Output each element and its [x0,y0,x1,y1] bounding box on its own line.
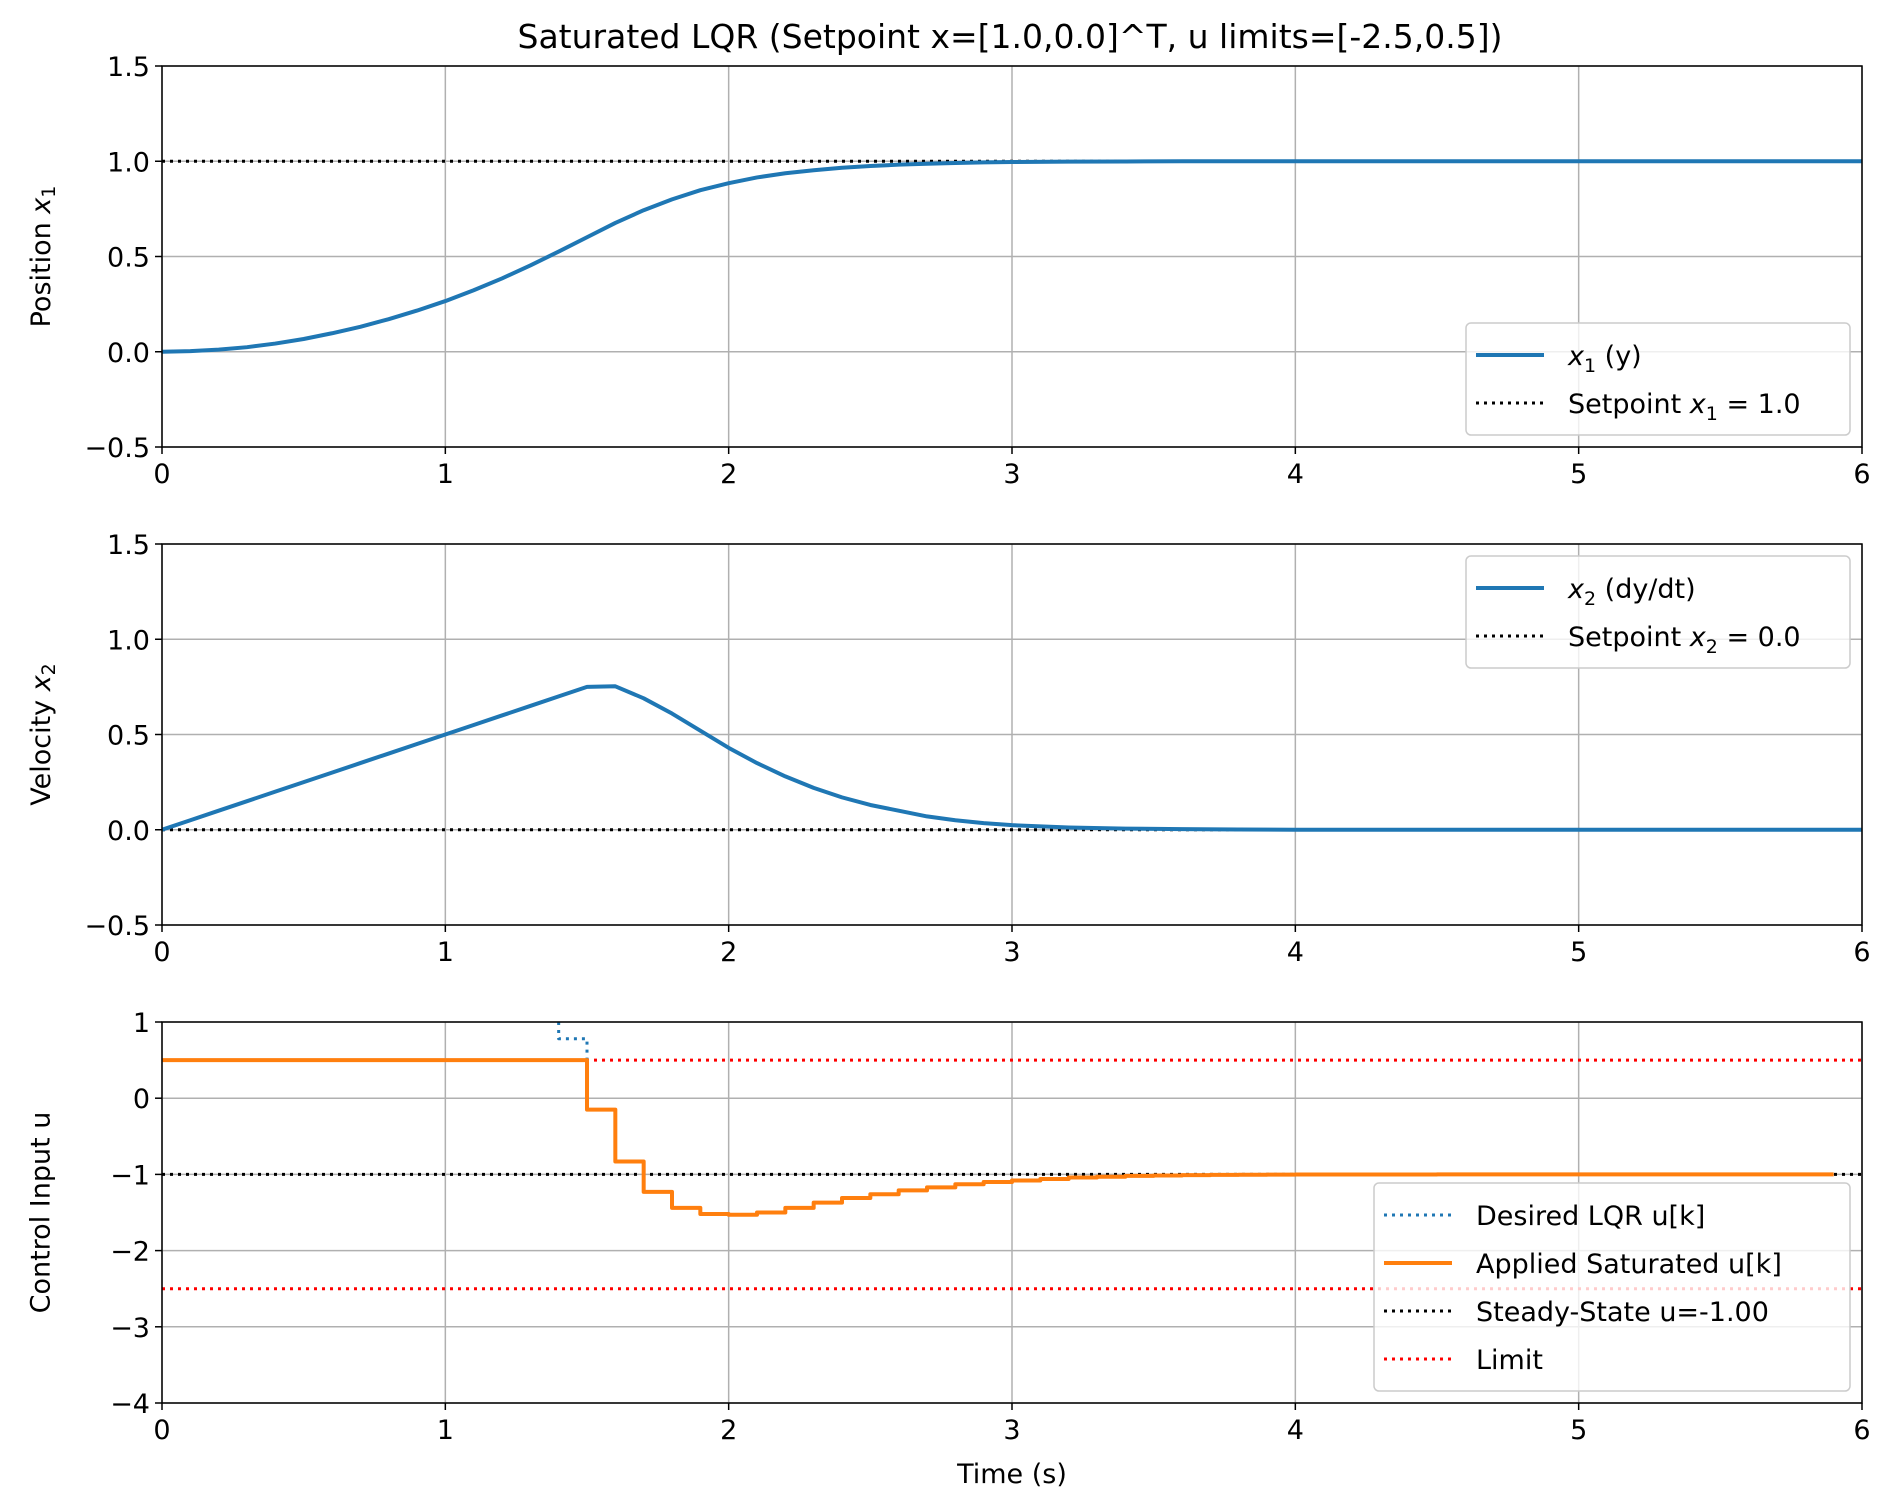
control-x-tick-label: 4 [1287,1415,1304,1446]
control-x-tick-label: 5 [1570,1415,1587,1446]
control-x-axis-label: Time (s) [956,1459,1067,1490]
control-series-0-line [557,1022,589,1061]
control-x-tick-label: 6 [1853,1415,1870,1446]
velocity-y-tick-label: 0.0 [107,816,150,847]
velocity-x-tick-label: 5 [1570,937,1587,968]
velocity-legend: x2 (dy/dt) Setpoint x2 = 0.0 [1465,555,1851,669]
position-series [162,159,1862,354]
velocity-x-tick-label: 6 [1853,937,1870,968]
velocity-series [162,684,1862,832]
velocity-y-axis-label: Velocity x2 [26,663,60,806]
position-x-tick-label: 6 [1853,459,1870,490]
position-x-tick-label: 0 [153,459,170,490]
position-legend-label-setpoint: Setpoint x1 = 1.0 [1568,389,1801,425]
position-x-tick-label: 2 [720,459,737,490]
position-y-tick-label: 0.0 [107,338,150,369]
position-x-tick-label: 1 [437,459,454,490]
control-y-tick-label: −4 [110,1389,150,1420]
position-x-tick-label: 5 [1570,459,1587,490]
velocity-x-tick-label: 4 [1287,937,1304,968]
velocity-x-tick-label: 0 [153,937,170,968]
velocity-ticks: 0 1 2 3 4 5 6 1.5 1.0 0.5 0.0 −0.5 [84,530,1870,968]
control-x-tick-label: 1 [437,1415,454,1446]
control-y-tick-label: 0 [133,1084,150,1115]
control-ticks: 0 1 2 3 4 5 6 1 0 −1 −2 −3 −4 [110,1008,1870,1446]
control-y-tick-label: −3 [110,1313,150,1344]
control-y-axis-label: Control Input u [26,1112,57,1314]
velocity-legend-label-x2: x2 (dy/dt) [1567,574,1696,610]
velocity-x-tick-label: 2 [720,937,737,968]
position-legend-label-x1: x1 (y) [1567,341,1642,377]
control-y-tick-label: 1 [133,1008,150,1039]
position-y-tick-label: 1.5 [107,52,150,83]
control-panel: 0 1 2 3 4 5 6 1 0 −1 −2 −3 −4 Control Input u Time (… [26,1008,1871,1490]
position-y-axis-label: Position x1 [26,186,60,328]
velocity-y-tick-label: 1.5 [107,530,150,561]
control-legend-label-applied: Applied Saturated u[k] [1476,1249,1782,1280]
velocity-y-tick-label: 1.0 [107,625,150,656]
position-y-tick-label: 0.5 [107,243,150,274]
control-legend-box [1373,1182,1851,1392]
position-series-0-line [162,159,1862,354]
control-x-tick-label: 2 [720,1415,737,1446]
control-y-tick-label: −2 [110,1237,150,1268]
position-x-tick-label: 4 [1287,459,1304,490]
control-x-tick-label: 0 [153,1415,170,1446]
position-panel: 0 1 2 3 4 5 6 1.5 1.0 0.5 0.0 −0.5 Position x1 x1 (… [26,52,1871,490]
velocity-panel: 0 1 2 3 4 5 6 1.5 1.0 0.5 0.0 −0.5 Velocity x2 x2 (… [26,530,1871,968]
velocity-legend-label-setpoint: Setpoint x2 = 0.0 [1568,622,1801,658]
figure-title: Saturated LQR (Setpoint x=[1.0,0.0]^T, u… [518,17,1503,56]
velocity-x-tick-label: 3 [1003,937,1020,968]
velocity-x-tick-label: 1 [437,937,454,968]
position-ticks: 0 1 2 3 4 5 6 1.5 1.0 0.5 0.0 −0.5 [84,52,1870,490]
position-legend-box [1465,322,1851,436]
control-legend-label-desired: Desired LQR u[k] [1476,1201,1705,1232]
control-x-tick-label: 3 [1003,1415,1020,1446]
control-y-tick-label: −1 [110,1160,150,1191]
control-legend-label-limit: Limit [1476,1345,1543,1376]
velocity-y-tick-label: 0.5 [107,721,150,752]
position-legend: x1 (y) Setpoint x1 = 1.0 [1465,322,1851,436]
position-x-tick-label: 3 [1003,459,1020,490]
position-y-tick-label: 1.0 [107,147,150,178]
control-legend: Desired LQR u[k] Applied Saturated u[k] … [1373,1182,1851,1392]
velocity-y-tick-label: −0.5 [84,911,150,942]
velocity-series-0-line [162,684,1862,832]
velocity-legend-box [1465,555,1851,669]
control-legend-label-steady-state: Steady-State u=-1.00 [1476,1297,1769,1328]
position-y-tick-label: −0.5 [84,433,150,464]
control-series-1-line [162,1058,1834,1217]
